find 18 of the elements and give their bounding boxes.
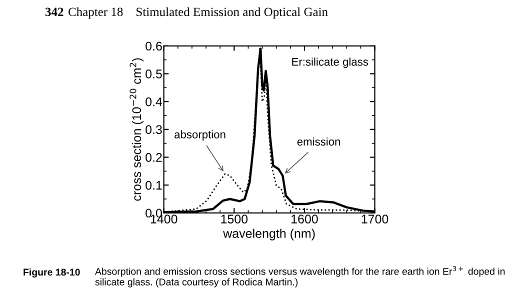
x-tick-label: 1700 [362,214,388,224]
annotation: emission [297,137,340,146]
annotation: absorption [174,130,226,141]
x-axis-title: wavelength (nm) [223,228,315,240]
x-tick-label: 1500 [221,214,248,224]
y-tick-label: 0.1 [146,180,162,190]
y-tick-label: 0.5 [146,70,162,78]
y-axis-title: cross section (10$^{−20}$ cm$^{2}$) [130,58,144,201]
y-tick-label: 0.6 [146,42,162,51]
x-tick-label: 1600 [292,214,318,224]
caption: Figure 18-10 [24,268,80,278]
text: 342 [45,8,64,16]
text: Chapter 18 Stimulated Emission and Optical Gain [68,7,328,19]
text: Absorption and emission cross sections versus wavelength for the rare earth ion Er$^{3+}$ doped in silicate glass. (Data courtesy of Rodica Martin.) [95,266,505,288]
y-tick-label: 0.3 [146,125,162,134]
y-tick-label: 0.4 [146,97,162,106]
y-tick-label: 0.2 [146,153,162,162]
annotation: Er:silicate glass [292,58,368,68]
